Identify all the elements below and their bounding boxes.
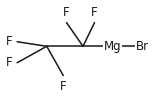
Text: Br: Br: [136, 40, 149, 53]
Text: F: F: [6, 56, 12, 69]
Text: F: F: [63, 6, 70, 19]
Text: Mg: Mg: [104, 40, 122, 53]
Text: F: F: [91, 6, 98, 19]
Text: F: F: [60, 80, 67, 93]
Text: F: F: [6, 35, 12, 48]
